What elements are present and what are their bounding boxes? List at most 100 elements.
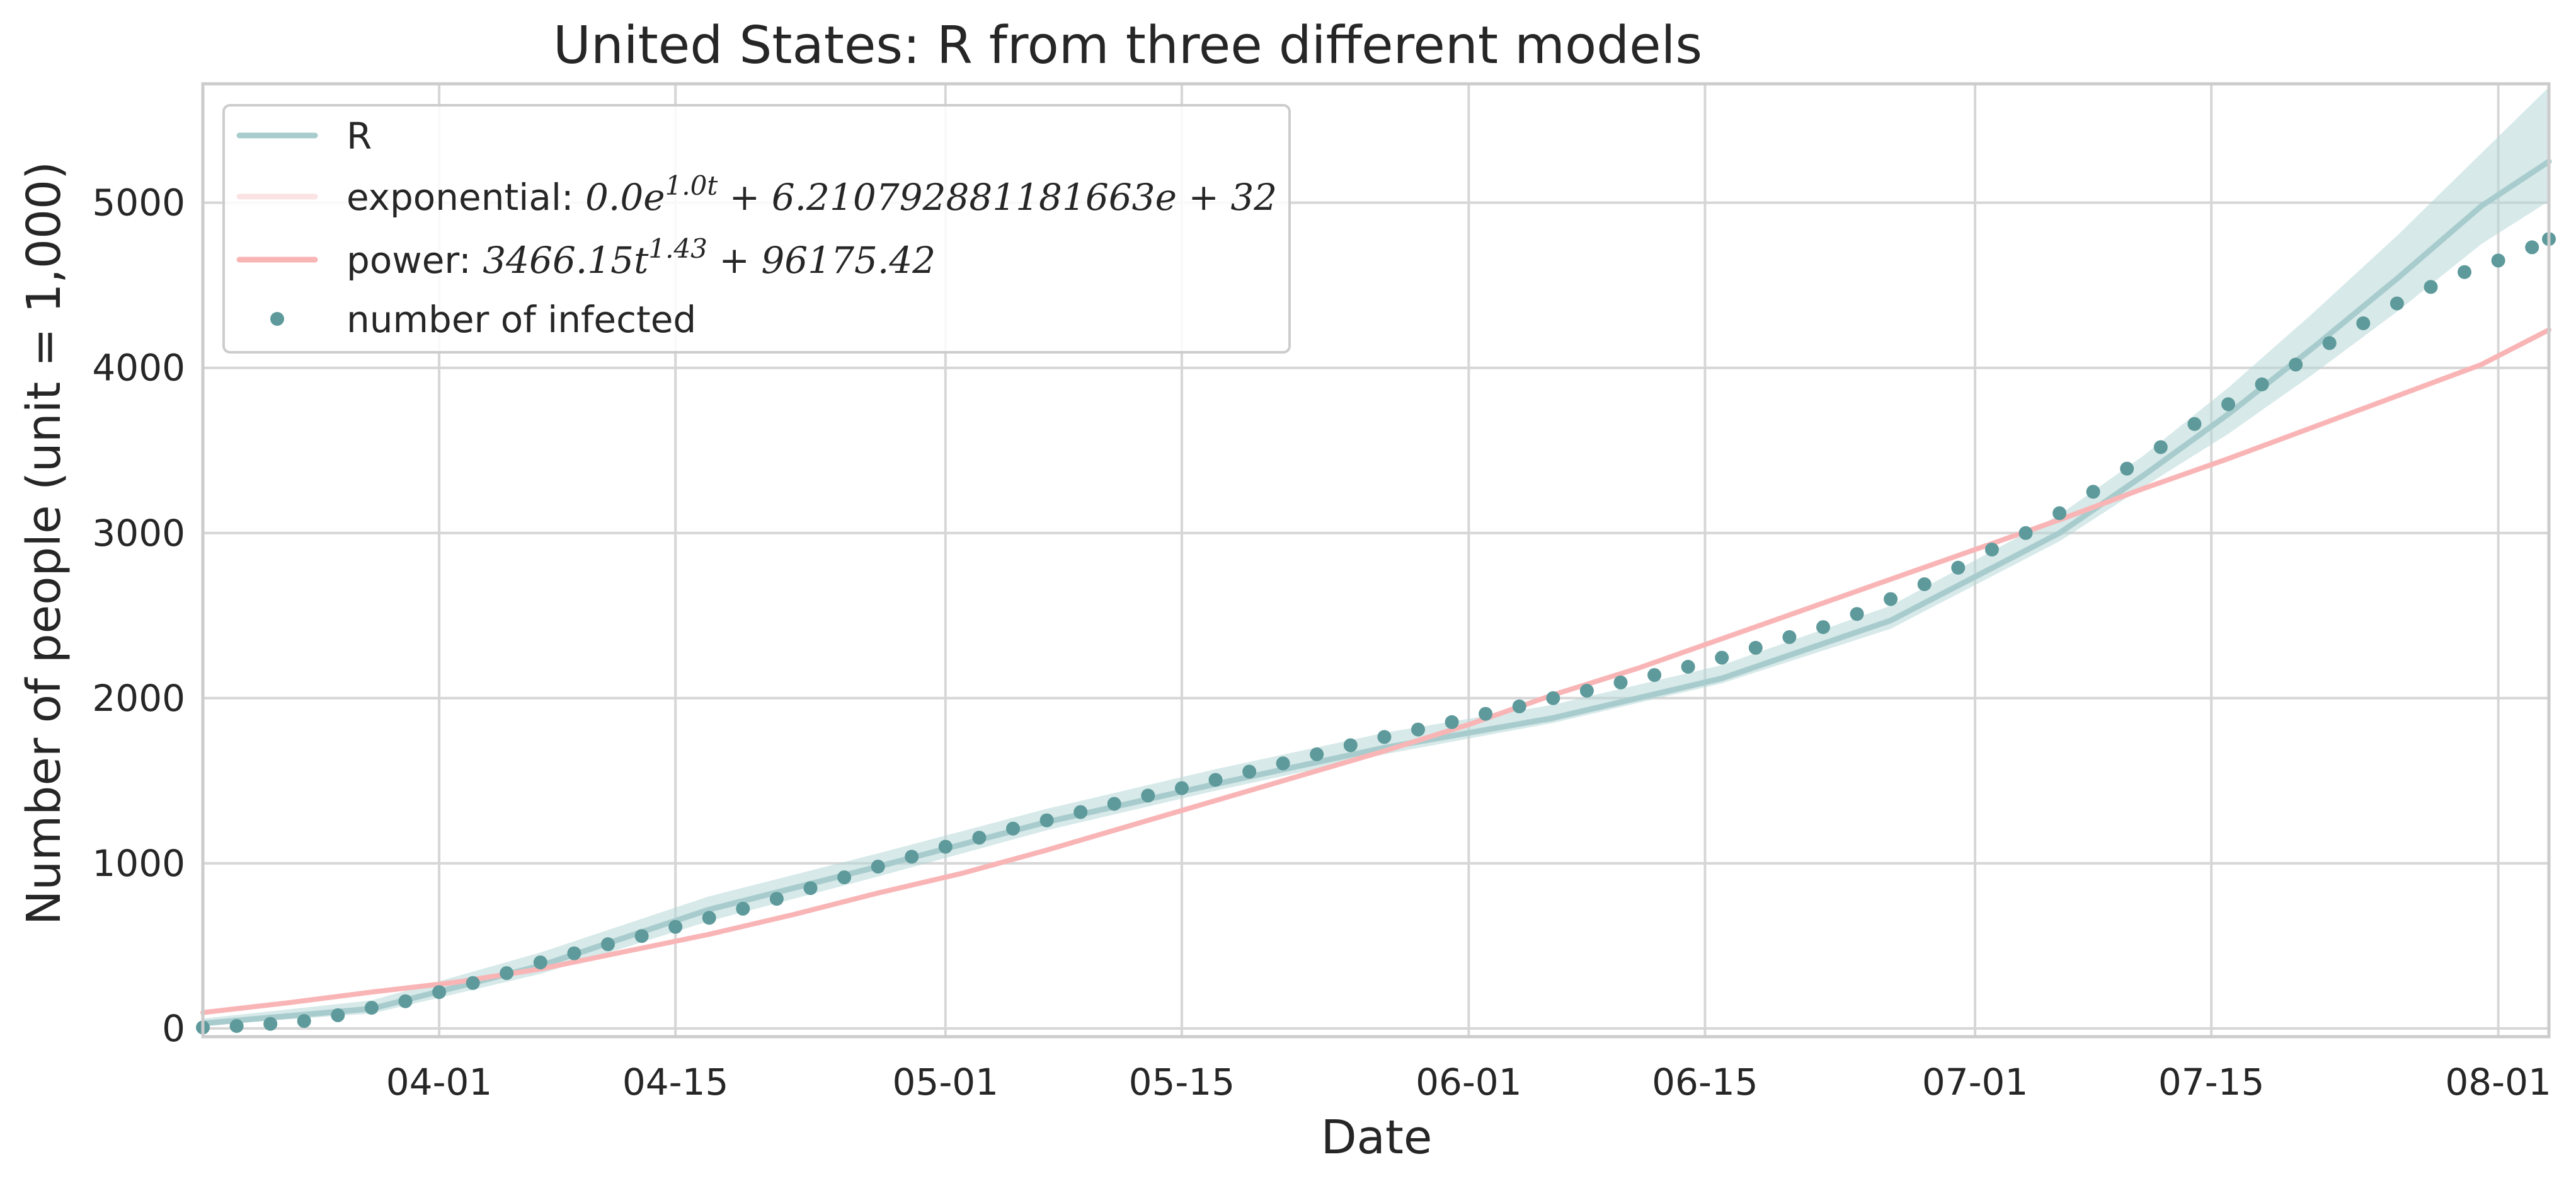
legend-power-name: power: bbox=[346, 239, 483, 282]
infected-point bbox=[837, 870, 852, 885]
legend-exponential-formula-exponent: 1.0t bbox=[665, 170, 718, 201]
infected-point bbox=[634, 929, 649, 943]
r-line bbox=[200, 158, 2552, 1027]
infected-point bbox=[2120, 461, 2134, 476]
infected-point bbox=[1816, 620, 1830, 635]
infected-point bbox=[1310, 747, 1324, 761]
infected-point bbox=[432, 985, 447, 1000]
infected-point bbox=[297, 1014, 311, 1029]
infected-point bbox=[2424, 280, 2438, 294]
infected-point bbox=[601, 937, 615, 952]
x-tick-label: 07-15 bbox=[2158, 1061, 2265, 1104]
legend-exponential-formula-rest: + 6.210792881181663e + 32 bbox=[718, 176, 1277, 219]
plot-border bbox=[201, 82, 2551, 1039]
legend-label-exponential: exponential: 0.0e1.0t + 6.21079288118166… bbox=[346, 170, 1277, 219]
infected-point bbox=[1850, 607, 1864, 621]
tick-labels: 04-01 04-15 05-01 05-15 06-01 06-15 07-01 07-15… bbox=[92, 182, 2551, 1104]
infected-point bbox=[331, 1008, 345, 1022]
infected-point bbox=[2153, 440, 2168, 454]
x-tick-label: 04-15 bbox=[622, 1061, 729, 1104]
x-tick-label: 07-01 bbox=[1922, 1061, 2029, 1104]
infected-point bbox=[398, 994, 413, 1008]
y-tick-label: 5000 bbox=[92, 182, 185, 224]
infected-point bbox=[1343, 738, 1358, 752]
infected-point bbox=[466, 976, 480, 990]
infected-point bbox=[2187, 417, 2202, 431]
x-tick-label: 06-01 bbox=[1416, 1061, 1522, 1104]
infected-point bbox=[2018, 526, 2033, 540]
legend-label-r: R bbox=[346, 115, 372, 158]
infected-point bbox=[1715, 650, 1729, 665]
x-tick-label: 06-15 bbox=[1652, 1061, 1758, 1104]
infected-point bbox=[1613, 675, 1628, 689]
infected-point bbox=[1006, 821, 1020, 836]
infected-point bbox=[972, 831, 987, 845]
infected-point bbox=[1546, 691, 1560, 705]
x-axis-label: Date bbox=[1321, 1110, 1433, 1165]
infected-point bbox=[1445, 715, 1459, 729]
x-tick-label: 04-01 bbox=[386, 1061, 493, 1104]
infected-point bbox=[1748, 640, 1763, 655]
infected-point bbox=[938, 839, 953, 854]
infected-point bbox=[803, 881, 818, 896]
legend-power-formula-base: 3466.15t bbox=[483, 239, 649, 282]
infected-point bbox=[2356, 316, 2371, 330]
infected-point bbox=[905, 850, 919, 864]
infected-point bbox=[1512, 699, 1526, 713]
legend-swatch-infected bbox=[270, 312, 284, 326]
chart-title: United States: R from three different mo… bbox=[553, 16, 1702, 76]
legend-label-infected: number of infected bbox=[346, 298, 696, 341]
y-axis-label: Number of people (unit = 1,000) bbox=[17, 161, 71, 925]
infected-point bbox=[1039, 813, 1054, 827]
legend: R exponential: 0.0e1.0t + 6.210792881181… bbox=[222, 104, 1291, 354]
x-tick-label: 05-15 bbox=[1129, 1061, 1235, 1104]
infected-point bbox=[1884, 592, 1898, 606]
infected-point bbox=[1984, 543, 1999, 556]
infected-point bbox=[2289, 357, 2303, 372]
power-line bbox=[200, 327, 2551, 1015]
infected-point bbox=[364, 1001, 379, 1015]
infected-point bbox=[2322, 336, 2337, 350]
infected-point bbox=[769, 892, 784, 906]
infected-point bbox=[1174, 781, 1189, 795]
legend-power-formula-exponent: 1.43 bbox=[648, 233, 707, 264]
x-tick-label: 08-01 bbox=[2445, 1061, 2551, 1104]
infected-point bbox=[263, 1017, 278, 1031]
infected-point bbox=[736, 901, 750, 916]
infected-point bbox=[500, 966, 514, 981]
infected-point bbox=[702, 911, 716, 925]
infected-point bbox=[1411, 722, 1425, 737]
plot-layer bbox=[196, 87, 2556, 1035]
y-tick-label: 0 bbox=[162, 1007, 185, 1050]
infected-point bbox=[1917, 577, 1932, 591]
infected-point bbox=[2255, 377, 2269, 391]
infected-point bbox=[1647, 668, 1662, 683]
infected-point bbox=[668, 919, 683, 934]
infected-point bbox=[2390, 296, 2404, 311]
infected-point bbox=[1073, 805, 1088, 819]
infected-point bbox=[2491, 253, 2505, 268]
infected-point bbox=[1681, 660, 1695, 674]
infected-point bbox=[533, 955, 547, 970]
y-tick-label: 1000 bbox=[92, 842, 185, 885]
infected-point bbox=[1951, 560, 1966, 575]
infected-point bbox=[1276, 756, 1290, 771]
legend-exponential-name: exponential: bbox=[346, 176, 585, 219]
y-tick-label: 4000 bbox=[92, 347, 185, 389]
infected-point bbox=[871, 860, 885, 874]
infected-point bbox=[1141, 788, 1155, 803]
plot-frame bbox=[201, 82, 2551, 1039]
infected-point bbox=[229, 1019, 244, 1033]
legend-box bbox=[222, 104, 1291, 354]
infected-point bbox=[2221, 397, 2235, 412]
infected-point bbox=[1479, 706, 1493, 721]
infected-point bbox=[1107, 797, 1121, 811]
legend-power-formula-rest: + 96175.42 bbox=[707, 239, 936, 282]
legend-exponential-formula-base: 0.0e bbox=[585, 176, 665, 219]
y-tick-label: 2000 bbox=[92, 677, 185, 720]
infected-point bbox=[1242, 764, 1257, 779]
infected-point bbox=[2458, 265, 2471, 279]
infected-point bbox=[2052, 506, 2067, 521]
